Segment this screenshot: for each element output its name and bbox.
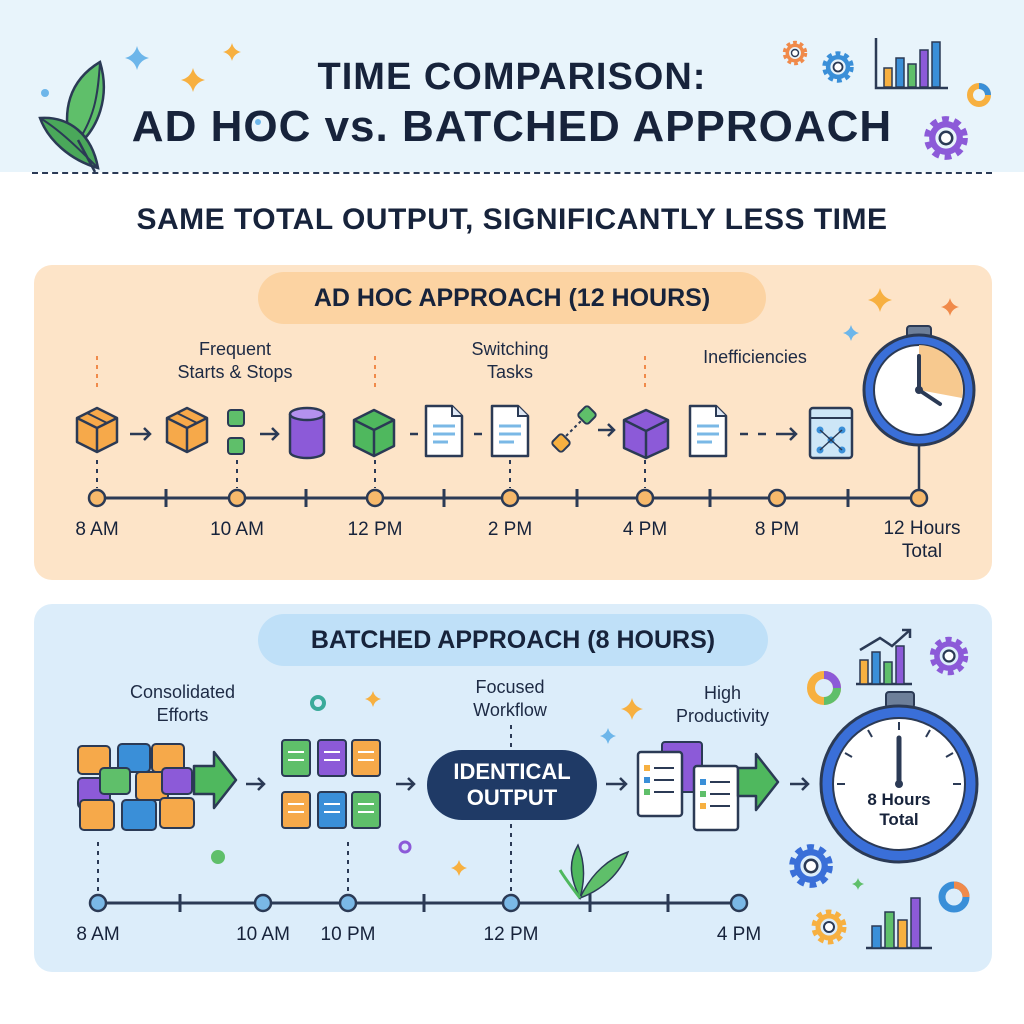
note-line: Switching [471,339,549,359]
adhoc-heading: AD HOC APPROACH (12 HOURS) [258,272,766,324]
report-stack-icon [636,741,780,832]
document-stack-icon [281,739,381,829]
note-line: Tasks [486,362,533,382]
sparkle-icon [41,43,959,890]
clock-icon [862,325,976,447]
note-line: Consolidated [129,682,236,702]
bar-chart-icon [856,38,948,950]
adhoc-time-label: 8 PM [754,519,800,540]
document-icon [424,404,728,458]
adhoc-time-label: 8 AM [75,519,119,540]
arrow-icon [130,423,798,441]
batched-note-1: Consolidated Efforts [100,681,265,727]
note-line: Focused [475,677,545,697]
batched-time-label: 10 PM [320,924,376,945]
network-icon [808,406,854,460]
adhoc-time-label: 4 PM [622,519,668,540]
header-band [0,0,1024,172]
batched-note-2: Focused Workflow [445,676,575,722]
badge-line: IDENTICAL [453,759,571,784]
adhoc-total-label: 12 Hours Total [866,517,978,563]
adhoc-time-label: 12 PM [347,519,403,540]
title-line-2: AD HOC vs. BATCHED APPROACH [131,102,893,151]
note-line: Efforts [156,705,209,725]
batched-time-label: 10 AM [236,924,290,945]
leaf-icon [38,60,106,173]
note-line: High [703,683,742,703]
consolidated-boxes-icon [77,743,238,831]
batched-arrow-icon [246,777,810,791]
donut-chart-icon [211,83,991,913]
header-divider [32,172,992,174]
clock-icon-batched [819,691,979,864]
clock-line: Total [879,810,919,829]
adhoc-note-3: Inefficiencies [675,346,835,369]
identical-output-badge: IDENTICAL OUTPUT [427,750,597,820]
purple-box-icon [622,408,670,460]
batched-note-3: High Productivity [650,682,795,728]
badge-line: OUTPUT [466,785,558,810]
batched-time-label: 8 AM [76,924,120,945]
note-line: Inefficiencies [703,347,807,367]
adhoc-timeline [87,356,929,508]
adhoc-time-label: 10 AM [210,519,264,540]
clock-line: 8 Hours [867,790,931,809]
database-icon [288,406,326,460]
total-line: 12 Hours [883,518,961,539]
batched-clock-label: 8 Hours Total [852,790,946,830]
note-line: Starts & Stops [177,362,293,382]
note-line: Workflow [473,700,547,720]
sprout-icon [558,843,630,901]
note-line: Frequent [198,339,272,359]
title-line-1: TIME COMPARISON: [317,56,707,98]
subtitle: SAME TOTAL OUTPUT, SIGNIFICANTLY LESS TI… [136,203,888,236]
adhoc-time-label: 2 PM [487,519,533,540]
batched-heading: BATCHED APPROACH (8 HOURS) [258,614,768,666]
switch-task-icon [551,405,597,453]
green-cube-icon [352,408,396,458]
batched-time-label: 12 PM [483,924,539,945]
total-line: Total [901,541,943,562]
task-tiles-icon [227,409,245,455]
adhoc-note-1: Frequent Starts & Stops [150,338,320,384]
note-line: Productivity [675,706,770,726]
box-icon [75,406,209,454]
batched-timeline [88,725,749,913]
batched-time-label: 4 PM [716,924,762,945]
adhoc-note-2: Switching Tasks [440,338,580,384]
